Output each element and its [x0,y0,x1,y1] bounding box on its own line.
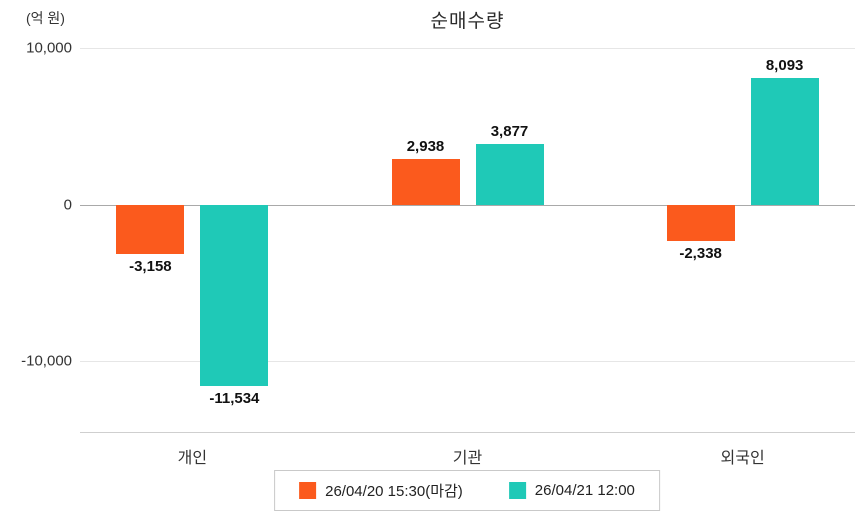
bar-series1[interactable] [666,204,735,242]
y-axis-unit-label: (억 원) [26,10,65,26]
bar-series2[interactable] [475,143,544,205]
y-axis-tick-label: 0 [63,196,72,214]
bar-value-label: 2,938 [406,137,445,155]
bar-value-label: -11,534 [209,389,260,407]
x-axis-line [80,432,855,433]
plot-area: -3,158 -11,534 2,938 3,877 -2,338 8,093 [80,48,855,432]
legend-item: 26/04/21 12:00 [508,482,635,499]
legend-item: 26/04/20 15:30(마감) [299,480,463,501]
zero-gridline [80,204,855,206]
legend-label: 26/04/21 12:00 [534,482,635,499]
bar-series1[interactable] [116,204,185,255]
x-axis-category-label: 외국인 [720,450,765,467]
gridline [80,361,855,363]
chart-legend: 26/04/20 15:30(마감) 26/04/21 12:00 [274,470,660,511]
chart-title: 순매수량 [430,11,505,32]
bar-value-label: -3,158 [129,258,172,276]
x-axis-category-label: 기관 [452,450,483,467]
bar-series2[interactable] [200,204,269,386]
bar-series1[interactable] [391,158,460,205]
legend-swatch [508,482,526,499]
x-axis-category-label: 개인 [177,450,208,467]
bar-series2[interactable] [750,77,819,205]
legend-swatch [299,482,317,499]
gridline [80,48,855,49]
y-axis-tick-label: -10,000 [21,352,72,370]
y-axis-tick-label: 10,000 [26,39,72,57]
bar-value-label: -2,338 [679,245,722,263]
bar-value-label: 8,093 [765,56,804,74]
legend-label: 26/04/20 15:30(마감) [325,483,463,500]
bar-value-label: 3,877 [490,122,529,140]
